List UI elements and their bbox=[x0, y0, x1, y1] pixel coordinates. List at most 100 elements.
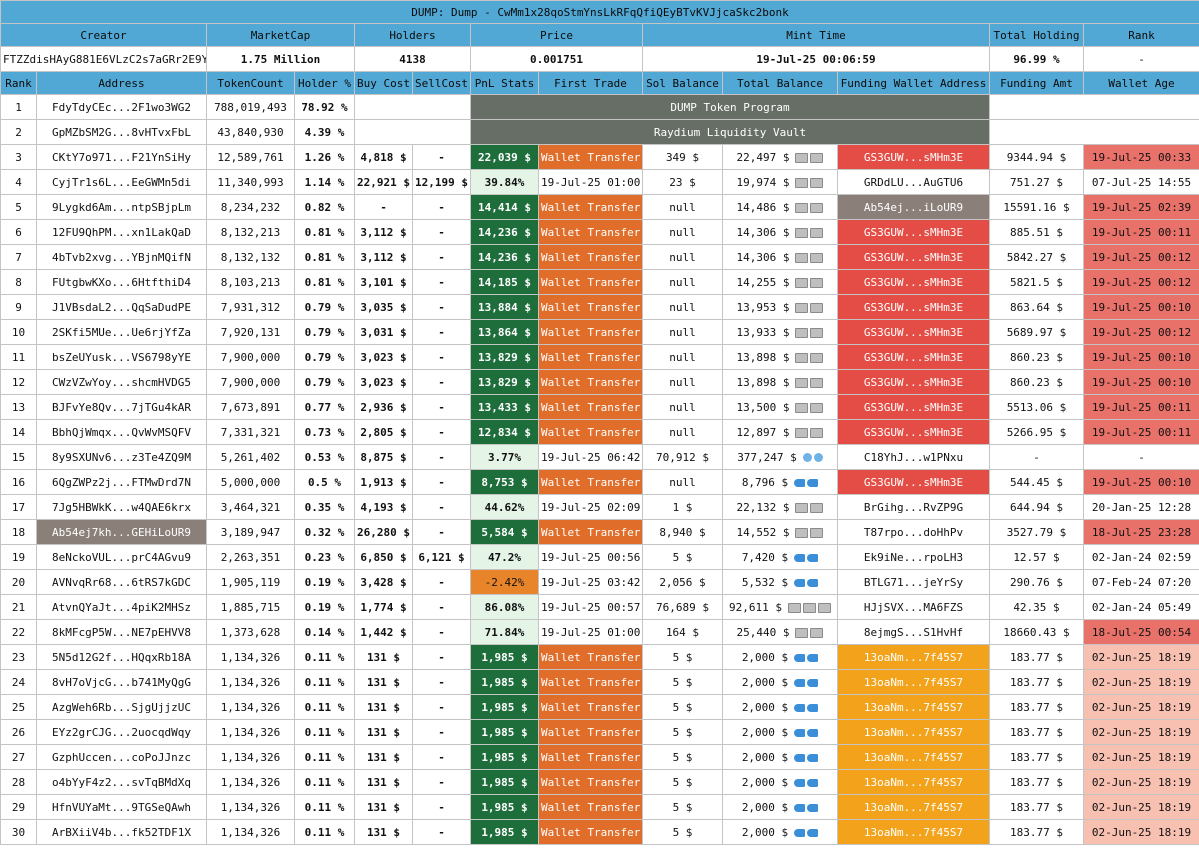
card-icon bbox=[795, 428, 808, 438]
funding-wallet-cell[interactable]: 13oaNm...7f45S7 bbox=[838, 820, 990, 845]
holder-pct-cell: 0.82 % bbox=[295, 195, 355, 220]
card-icon bbox=[795, 628, 808, 638]
sol-balance-cell: null bbox=[643, 345, 723, 370]
funding-wallet-cell[interactable]: GS3GUW...sMHm3E bbox=[838, 270, 990, 295]
address-cell[interactable]: 9Lygkd6Am...ntpSBjpLm bbox=[37, 195, 207, 220]
fish-icon bbox=[794, 829, 805, 837]
address-cell[interactable]: 4bTvb2xvg...YBjnMQifN bbox=[37, 245, 207, 270]
funding-wallet-cell[interactable]: 13oaNm...7f45S7 bbox=[838, 745, 990, 770]
funding-wallet-cell[interactable]: Ab54ej...iLoUR9 bbox=[838, 195, 990, 220]
address-cell[interactable]: GzphUccen...coPoJJnzc bbox=[37, 745, 207, 770]
funding-wallet-cell[interactable]: GS3GUW...sMHm3E bbox=[838, 345, 990, 370]
funding-wallet-cell[interactable]: GS3GUW...sMHm3E bbox=[838, 470, 990, 495]
funding-wallet-cell[interactable]: GS3GUW...sMHm3E bbox=[838, 420, 990, 445]
sell-cost-cell: - bbox=[413, 495, 471, 520]
funding-wallet-cell[interactable]: GS3GUW...sMHm3E bbox=[838, 220, 990, 245]
address-cell[interactable]: 8eNckoVUL...prC4AGvu9 bbox=[37, 545, 207, 570]
funding-wallet-cell[interactable]: Ek9iNe...rpoLH3 bbox=[838, 545, 990, 570]
tokencount-cell: 1,134,326 bbox=[207, 770, 295, 795]
summary-header-holders: Holders bbox=[355, 24, 471, 47]
address-cell[interactable]: AzgWeh6Rb...SjgUjjzUC bbox=[37, 695, 207, 720]
address-cell[interactable]: AVNvqRr68...6tRS7kGDC bbox=[37, 570, 207, 595]
address-cell[interactable]: o4bYyF4z2...svTqBMdXq bbox=[37, 770, 207, 795]
holder-pct-cell: 0.81 % bbox=[295, 245, 355, 270]
funding-wallet-cell[interactable]: C18YhJ...w1PNxu bbox=[838, 445, 990, 470]
first-trade-cell: Wallet Transfer bbox=[539, 345, 643, 370]
buy-cost-cell: 1,442 $ bbox=[355, 620, 413, 645]
funding-wallet-cell[interactable]: 13oaNm...7f45S7 bbox=[838, 795, 990, 820]
total-balance-value: 5,532 $ bbox=[742, 576, 788, 589]
fish-icon bbox=[794, 754, 805, 762]
funding-amt-cell: 5513.06 $ bbox=[990, 395, 1084, 420]
card-icon bbox=[795, 228, 808, 238]
address-cell[interactable]: 12FU9QhPM...xn1LakQaD bbox=[37, 220, 207, 245]
funding-wallet-cell[interactable]: HJjSVX...MA6FZS bbox=[838, 595, 990, 620]
funding-wallet-cell[interactable]: GS3GUW...sMHm3E bbox=[838, 245, 990, 270]
address-cell[interactable]: BbhQjWmqx...QvWvMSQFV bbox=[37, 420, 207, 445]
address-cell[interactable]: bsZeUYusk...VS6798yYE bbox=[37, 345, 207, 370]
funding-wallet-cell[interactable]: 13oaNm...7f45S7 bbox=[838, 695, 990, 720]
funding-wallet-cell[interactable]: GS3GUW...sMHm3E bbox=[838, 320, 990, 345]
funding-amt-cell: 290.76 $ bbox=[990, 570, 1084, 595]
address-cell[interactable]: AtvnQYaJt...4piK2MHSz bbox=[37, 595, 207, 620]
fish-icon bbox=[794, 804, 805, 812]
address-cell[interactable]: 6QgZWPz2j...FTMwDrd7N bbox=[37, 470, 207, 495]
address-cell[interactable]: ArBXiiV4b...fk52TDF1X bbox=[37, 820, 207, 845]
address-cell[interactable]: CKtY7o971...F21YnSiHy bbox=[37, 145, 207, 170]
buy-cost-cell: 2,936 $ bbox=[355, 395, 413, 420]
funding-amt-cell: - bbox=[990, 445, 1084, 470]
address-cell[interactable]: CyjTr1s6L...EeGWMn5di bbox=[37, 170, 207, 195]
address-cell[interactable]: 5N5d12G2f...HQqxRb18A bbox=[37, 645, 207, 670]
funding-wallet-cell[interactable]: BrGihg...RvZP9G bbox=[838, 495, 990, 520]
funding-wallet-cell[interactable]: 8ejmgS...S1HvHf bbox=[838, 620, 990, 645]
total-balance-value: 14,306 $ bbox=[737, 226, 790, 239]
fish-icon bbox=[807, 479, 818, 487]
sol-balance-cell: 5 $ bbox=[643, 795, 723, 820]
funding-wallet-cell[interactable]: BTLG71...jeYrSy bbox=[838, 570, 990, 595]
holder-pct-cell: 78.92 % bbox=[295, 95, 355, 120]
table-row: 24 8vH7oVjcG...b741MyQgG 1,134,326 0.11 % 13… bbox=[1, 670, 1199, 695]
pnl-cell: 1,985 $ bbox=[471, 795, 539, 820]
address-cell[interactable]: 7Jg5HBWkK...w4QAE6krx bbox=[37, 495, 207, 520]
funding-amt-cell: 18660.43 $ bbox=[990, 620, 1084, 645]
card-icon bbox=[788, 603, 801, 613]
empty-cell bbox=[355, 120, 471, 145]
address-cell[interactable]: FUtgbwKXo...6HtfthiD4 bbox=[37, 270, 207, 295]
address-cell[interactable]: HfnVUYaMt...9TGSeQAwh bbox=[37, 795, 207, 820]
funding-wallet-cell[interactable]: T87rpo...doHhPv bbox=[838, 520, 990, 545]
address-cell[interactable]: 2SKfi5MUe...Ue6rjYfZa bbox=[37, 320, 207, 345]
wallet-age-cell: 18-Jul-25 00:54 bbox=[1084, 620, 1199, 645]
address-cell[interactable]: J1VBsdaL2...QqSaDudPE bbox=[37, 295, 207, 320]
tokencount-cell: 7,673,891 bbox=[207, 395, 295, 420]
rank-cell: 30 bbox=[1, 820, 37, 845]
funding-wallet-cell[interactable]: 13oaNm...7f45S7 bbox=[838, 670, 990, 695]
address-cell[interactable]: BJFvYe8Qv...7jTGu4kAR bbox=[37, 395, 207, 420]
table-row: 28 o4bYyF4z2...svTqBMdXq 1,134,326 0.11 % 13… bbox=[1, 770, 1199, 795]
tokencount-cell: 12,589,761 bbox=[207, 145, 295, 170]
rank-cell: 29 bbox=[1, 795, 37, 820]
address-cell[interactable]: GpMZbSM2G...8vHTvxFbL bbox=[37, 120, 207, 145]
funding-wallet-cell[interactable]: GS3GUW...sMHm3E bbox=[838, 370, 990, 395]
creator-address[interactable]: FTZZdisHAyG881E6VLzC2s7aGRr2E9YaU5bBxrzT… bbox=[1, 47, 207, 72]
total-balance-value: 13,898 $ bbox=[737, 351, 790, 364]
funding-wallet-cell[interactable]: GS3GUW...sMHm3E bbox=[838, 295, 990, 320]
first-trade-cell: Wallet Transfer bbox=[539, 145, 643, 170]
balance-icons bbox=[793, 351, 823, 364]
address-cell[interactable]: 8kMFcgP5W...NE7pEHVV8 bbox=[37, 620, 207, 645]
tokencount-cell: 1,134,326 bbox=[207, 795, 295, 820]
address-cell[interactable]: FdyTdyCEc...2F1wo3WG2 bbox=[37, 95, 207, 120]
address-cell[interactable]: EYz2grCJG...2uocqdWqy bbox=[37, 720, 207, 745]
funding-wallet-cell[interactable]: GS3GUW...sMHm3E bbox=[838, 395, 990, 420]
funding-wallet-cell[interactable]: 13oaNm...7f45S7 bbox=[838, 720, 990, 745]
rank-cell: 25 bbox=[1, 695, 37, 720]
sell-cost-cell: 6,121 $ bbox=[413, 545, 471, 570]
first-trade-cell: Wallet Transfer bbox=[539, 795, 643, 820]
funding-wallet-cell[interactable]: GRDdLU...AuGTU6 bbox=[838, 170, 990, 195]
funding-wallet-cell[interactable]: GS3GUW...sMHm3E bbox=[838, 145, 990, 170]
address-cell[interactable]: 8y9SXUNv6...z3Te4ZQ9M bbox=[37, 445, 207, 470]
address-cell[interactable]: Ab54ej7kh...GEHiLoUR9 bbox=[37, 520, 207, 545]
address-cell[interactable]: CWzVZwYoy...shcmHVDG5 bbox=[37, 370, 207, 395]
funding-wallet-cell[interactable]: 13oaNm...7f45S7 bbox=[838, 770, 990, 795]
funding-wallet-cell[interactable]: 13oaNm...7f45S7 bbox=[838, 645, 990, 670]
address-cell[interactable]: 8vH7oVjcG...b741MyQgG bbox=[37, 670, 207, 695]
